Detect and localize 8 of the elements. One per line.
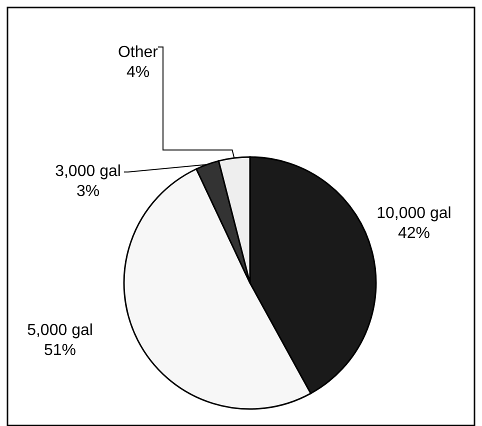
slice-label: 3,000 gal	[55, 163, 121, 180]
data-label: 51%	[44, 342, 76, 359]
data-label: 4%	[126, 64, 150, 81]
slice-label: Other	[118, 44, 159, 61]
data-label: 42%	[398, 225, 430, 242]
slice-label: 5,000 gal	[27, 322, 93, 339]
slice-label: 10,000 gal	[376, 205, 452, 222]
data-label: 3%	[76, 183, 100, 200]
